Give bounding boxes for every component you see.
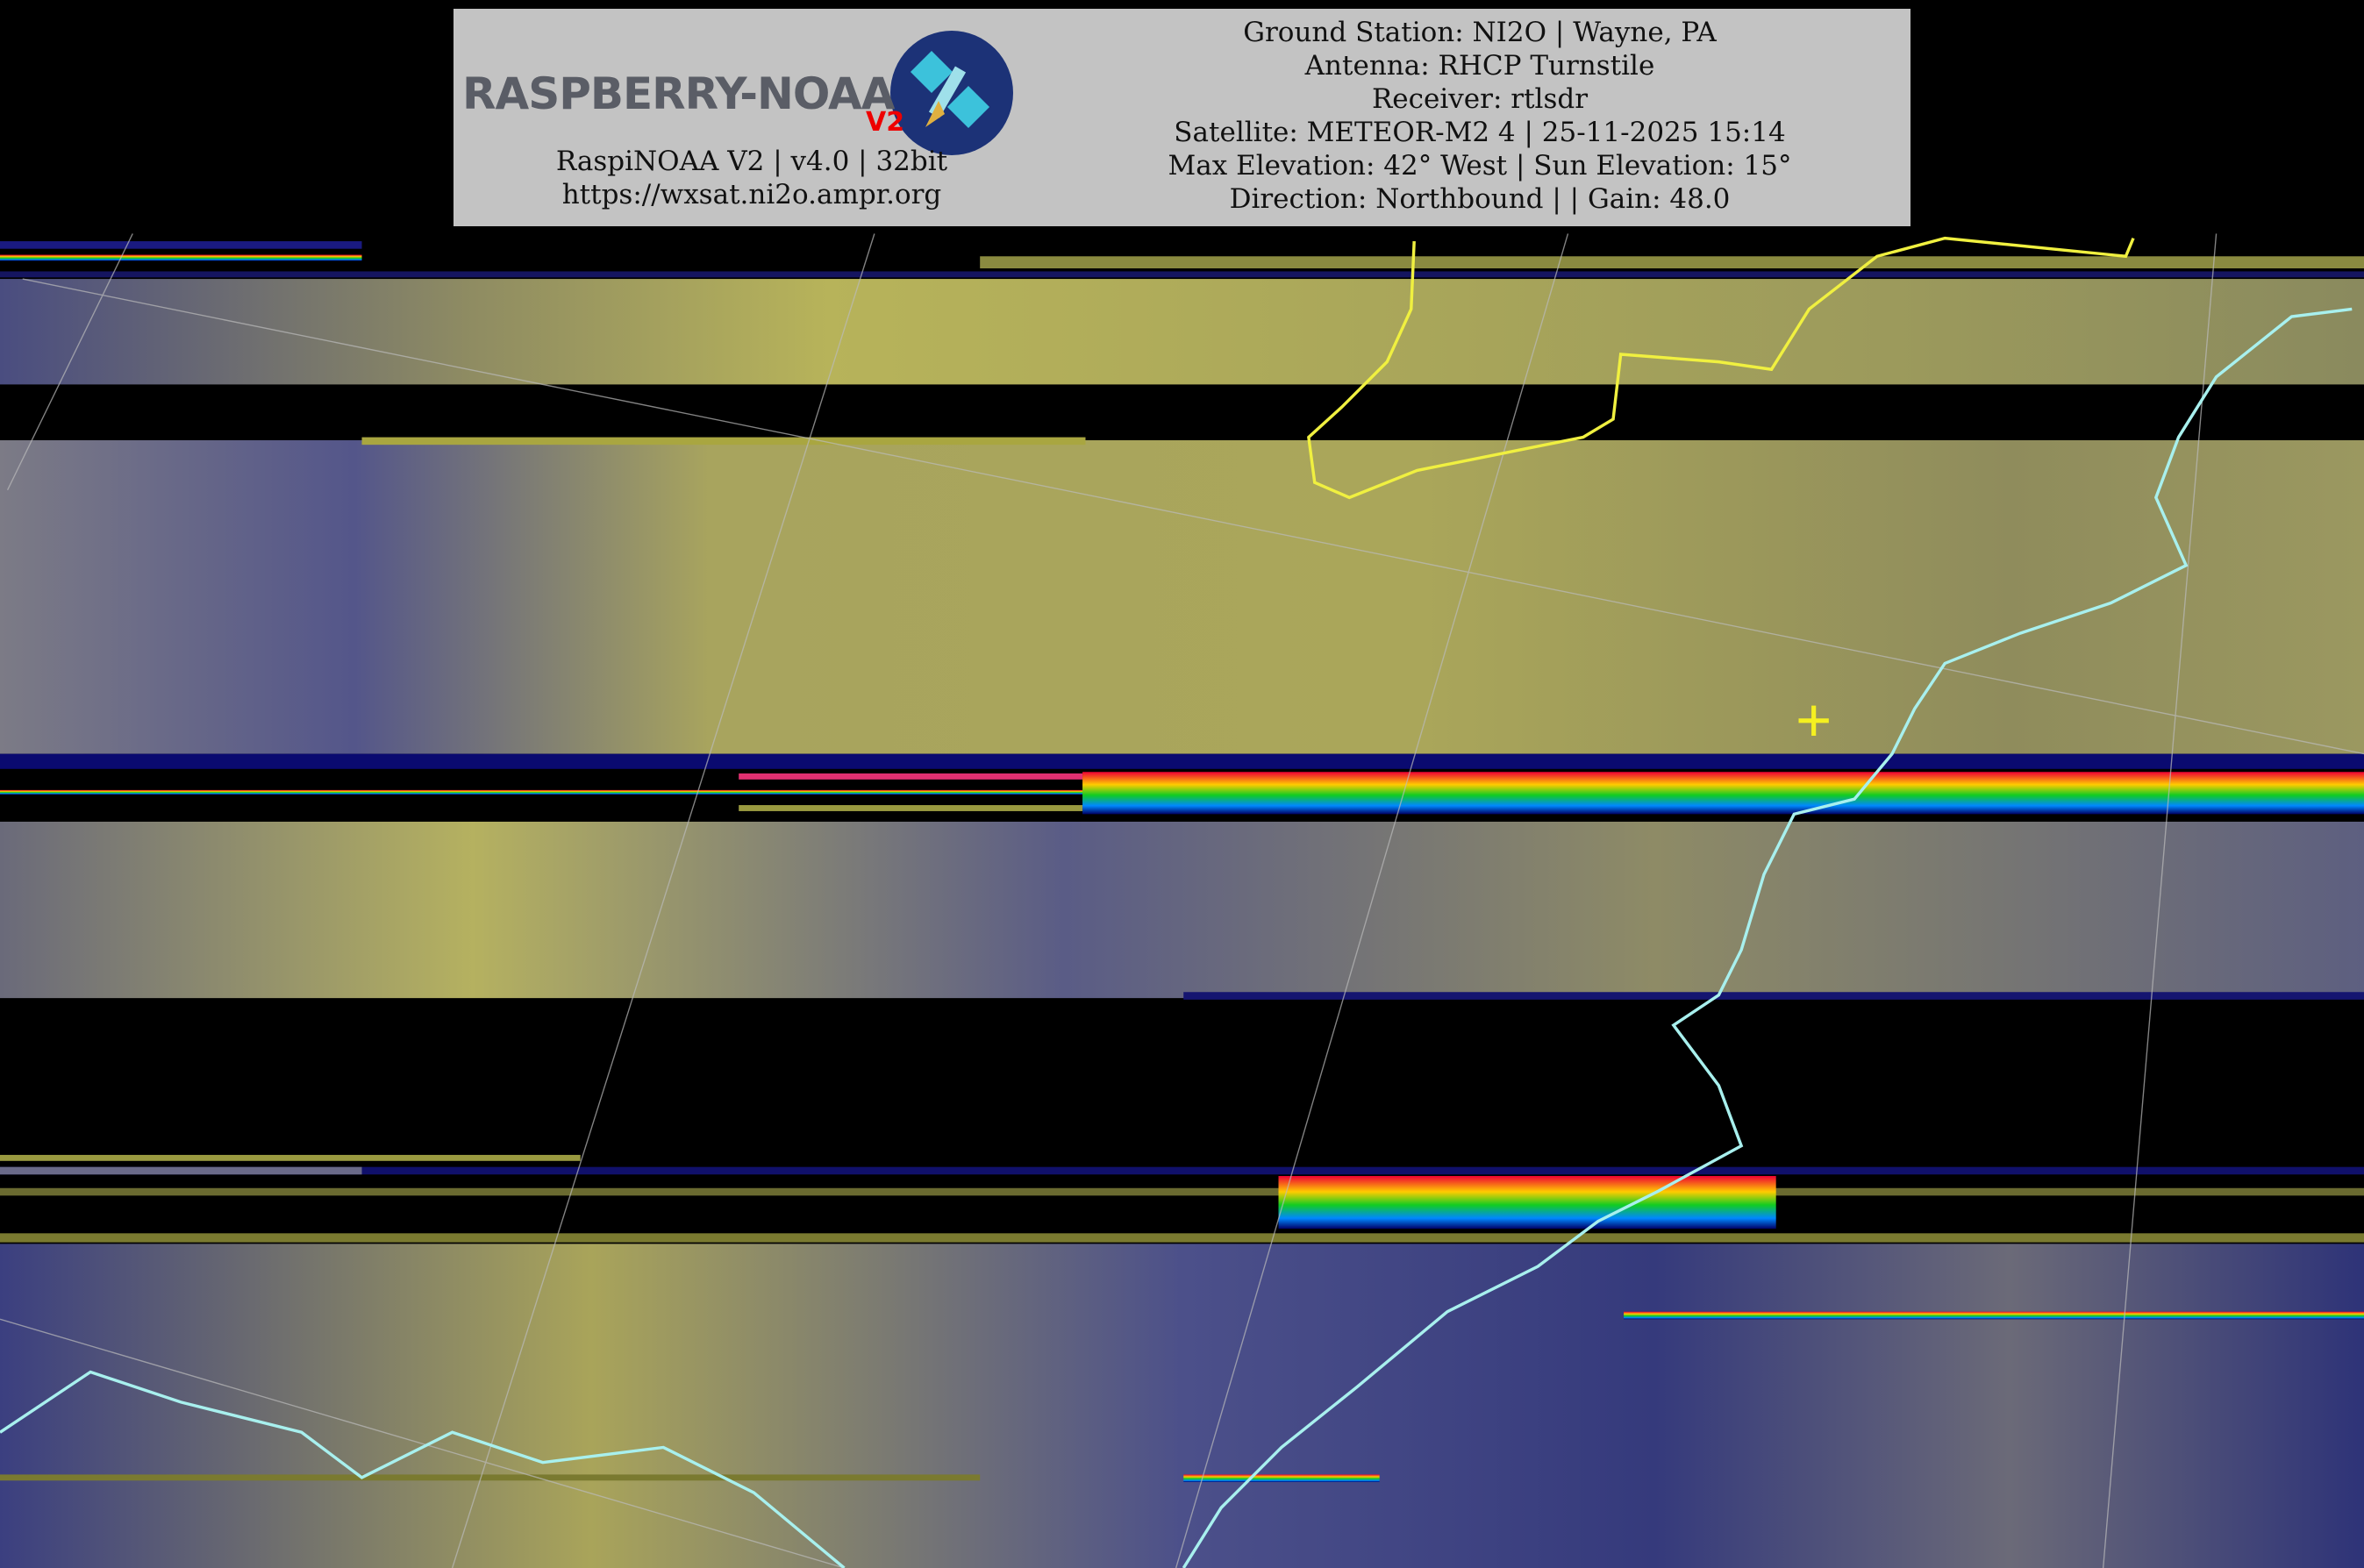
- scan-strip-3: [0, 821, 2364, 999]
- logo-text: RASPBERRY-NOAA: [462, 68, 895, 119]
- elevation: Max Elevation: 42° West | Sun Elevation:…: [1168, 150, 1792, 182]
- coastline: [1182, 307, 2353, 1568]
- satellite-icon: [890, 31, 1013, 155]
- noise-band: [1082, 772, 2364, 815]
- ground-station: Ground Station: NI2O | Wayne, PA: [1243, 17, 1717, 48]
- scan-strip-2: [0, 440, 2364, 754]
- software-version: RaspiNOAA V2 | v4.0 | 32bit: [555, 146, 948, 177]
- scan-strip-1: [0, 279, 2364, 385]
- satellite-time: Satellite: METEOR-M2 4 | 25-11-2025 15:1…: [1174, 117, 1786, 148]
- logo-badge: V2: [866, 107, 905, 138]
- scan-strip-4: [0, 1244, 2364, 1568]
- direction-gain: Direction: Northbound | | Gain: 48.0: [1229, 183, 1731, 215]
- graticule-lines: [0, 233, 2364, 1568]
- state-border: [1307, 236, 2135, 500]
- antenna: Antenna: RHCP Turnstile: [1304, 50, 1655, 82]
- pass-details: Ground Station: NI2O | Wayne, PA Antenna…: [1085, 16, 1875, 216]
- station-url: https://wxsat.ni2o.ampr.org: [561, 179, 942, 210]
- raspberry-noaa-logo: RASPBERRY-NOAA V2: [462, 26, 1024, 158]
- crosshair-icon: [1798, 705, 1829, 736]
- gulf-coastline: [0, 1370, 846, 1568]
- pass-info-header: RASPBERRY-NOAA V2 RaspiNOAA V2 | v4.0 | …: [454, 9, 1910, 226]
- receiver: Receiver: rtlsdr: [1371, 83, 1589, 115]
